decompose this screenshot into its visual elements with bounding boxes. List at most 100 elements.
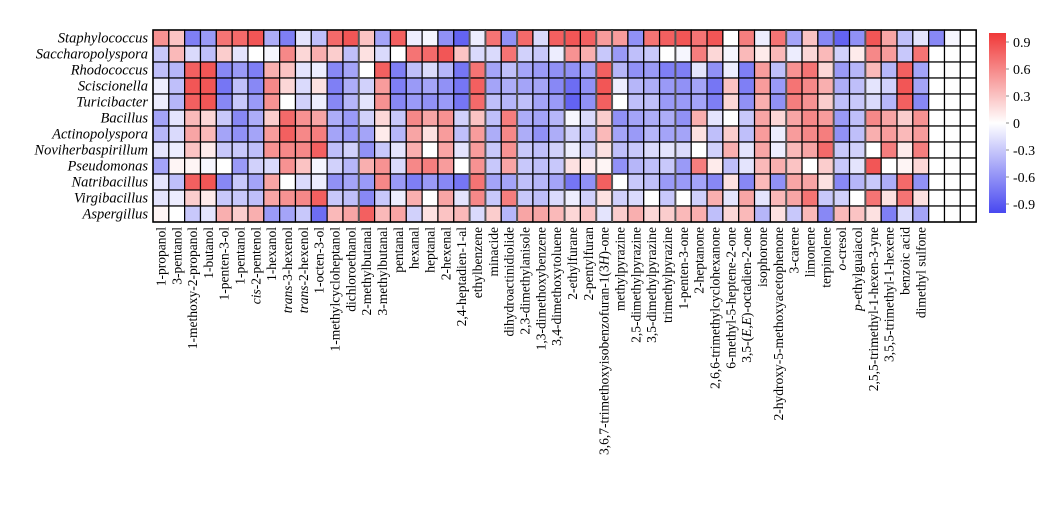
heatmap-cell bbox=[500, 141, 518, 159]
heatmap-cell bbox=[231, 205, 249, 223]
heatmap-cell bbox=[326, 45, 344, 63]
heatmap-cell bbox=[199, 157, 217, 175]
heatmap-cell bbox=[753, 29, 771, 47]
heatmap-cell bbox=[231, 29, 249, 47]
heatmap-cell bbox=[706, 125, 724, 143]
heatmap-cell bbox=[389, 157, 407, 175]
heatmap-cell bbox=[769, 77, 787, 95]
heatmap-cell bbox=[168, 45, 186, 63]
heatmap-cell bbox=[579, 141, 597, 159]
heatmap-cell bbox=[943, 61, 961, 79]
heatmap-cell bbox=[374, 125, 392, 143]
heatmap-cell bbox=[579, 93, 597, 111]
heatmap-cell bbox=[199, 173, 217, 191]
heatmap-cell bbox=[453, 157, 471, 175]
heatmap-cell bbox=[342, 157, 360, 175]
heatmap-cell bbox=[563, 189, 582, 207]
heatmap-cell bbox=[421, 45, 439, 63]
row-label: Noviherbaspirillum bbox=[33, 143, 148, 159]
heatmap-cell bbox=[658, 93, 676, 111]
heatmap-cell bbox=[928, 157, 946, 175]
heatmap-cell bbox=[801, 125, 819, 143]
heatmap-cell bbox=[722, 205, 740, 223]
heatmap-cell bbox=[706, 141, 724, 159]
column-label: 1-methylcycloheptanol bbox=[328, 227, 343, 352]
heatmap-cell bbox=[753, 205, 771, 223]
heatmap-cell bbox=[437, 93, 455, 111]
heatmap-cell bbox=[959, 29, 977, 47]
heatmap-cell bbox=[168, 109, 186, 127]
heatmap-cell bbox=[326, 61, 344, 79]
heatmap-cell bbox=[532, 93, 550, 111]
heatmap-cell bbox=[864, 93, 882, 111]
heatmap-cell bbox=[769, 109, 787, 127]
heatmap-cell bbox=[453, 45, 471, 63]
colorbar-tick-label: 0.6 bbox=[1013, 63, 1031, 78]
heatmap-cell bbox=[421, 157, 439, 175]
column-label: 1-penten-3-ol bbox=[217, 227, 232, 301]
heatmap-cell bbox=[833, 141, 851, 159]
heatmap-cell bbox=[358, 125, 376, 143]
heatmap-cell bbox=[294, 77, 312, 95]
column-label: 2,4-heptadien-1-al bbox=[454, 227, 469, 327]
heatmap-cell bbox=[469, 189, 487, 207]
column-label: 2-hexenal bbox=[438, 227, 453, 280]
heatmap-cell bbox=[738, 29, 756, 47]
heatmap-cell bbox=[421, 77, 439, 95]
heatmap-cell bbox=[484, 173, 502, 191]
heatmap-cell bbox=[374, 157, 392, 175]
column-label: 2,5,5-trimethyl-1-hexen-3-yne bbox=[866, 227, 881, 391]
heatmap-cell bbox=[627, 45, 645, 63]
heatmap-cell bbox=[864, 141, 882, 159]
heatmap-cell bbox=[611, 205, 629, 223]
heatmap-cell bbox=[294, 45, 312, 63]
heatmap-cell bbox=[469, 125, 487, 143]
heatmap-cell bbox=[484, 77, 502, 95]
heatmap-cell bbox=[374, 61, 392, 79]
heatmap-cell bbox=[928, 205, 946, 223]
heatmap-cell bbox=[896, 125, 914, 143]
heatmap-cell bbox=[294, 141, 312, 159]
heatmap-cell bbox=[231, 125, 249, 143]
heatmap-cell bbox=[453, 205, 471, 223]
heatmap-cell bbox=[864, 29, 882, 47]
heatmap-cell bbox=[247, 141, 265, 159]
heatmap-cell bbox=[484, 125, 502, 143]
column-label: 2,5-dimethylpyrazine bbox=[628, 227, 643, 343]
heatmap-cell bbox=[817, 189, 835, 207]
heatmap-cell bbox=[184, 125, 202, 143]
heatmap-cell bbox=[864, 45, 882, 63]
heatmap-cell bbox=[437, 109, 455, 127]
heatmap-cell bbox=[785, 189, 803, 207]
heatmap-cell bbox=[532, 141, 550, 159]
heatmap-cell bbox=[690, 173, 708, 191]
heatmap-cell bbox=[738, 141, 756, 159]
heatmap-cell bbox=[469, 45, 487, 63]
heatmap-cell bbox=[769, 93, 787, 111]
heatmap-cell bbox=[263, 157, 281, 175]
heatmap-cell bbox=[738, 125, 756, 143]
heatmap-cell bbox=[516, 61, 534, 79]
heatmap-cell bbox=[833, 109, 851, 127]
heatmap-cell bbox=[484, 189, 502, 207]
heatmap-cell bbox=[184, 157, 202, 175]
heatmap-cell bbox=[943, 205, 961, 223]
heatmap-cell bbox=[864, 109, 882, 127]
heatmap-cell bbox=[912, 173, 930, 191]
heatmap-cell bbox=[532, 77, 550, 95]
heatmap-cell bbox=[848, 189, 866, 207]
heatmap-cell bbox=[215, 109, 233, 127]
heatmap-cell bbox=[310, 125, 328, 143]
heatmap-cell bbox=[833, 93, 851, 111]
heatmap-cell bbox=[563, 61, 582, 79]
heatmap-cell bbox=[247, 93, 265, 111]
heatmap-cell bbox=[405, 125, 423, 143]
heatmap-cell bbox=[880, 141, 898, 159]
heatmap-cell bbox=[563, 109, 582, 127]
column-label: 6-methyl-5-heptene-2-one bbox=[723, 227, 738, 369]
heatmap-cell bbox=[310, 189, 328, 207]
heatmap-cell bbox=[611, 173, 629, 191]
heatmap-cell bbox=[912, 125, 930, 143]
heatmap-cell bbox=[247, 29, 265, 47]
heatmap-cell bbox=[738, 93, 756, 111]
